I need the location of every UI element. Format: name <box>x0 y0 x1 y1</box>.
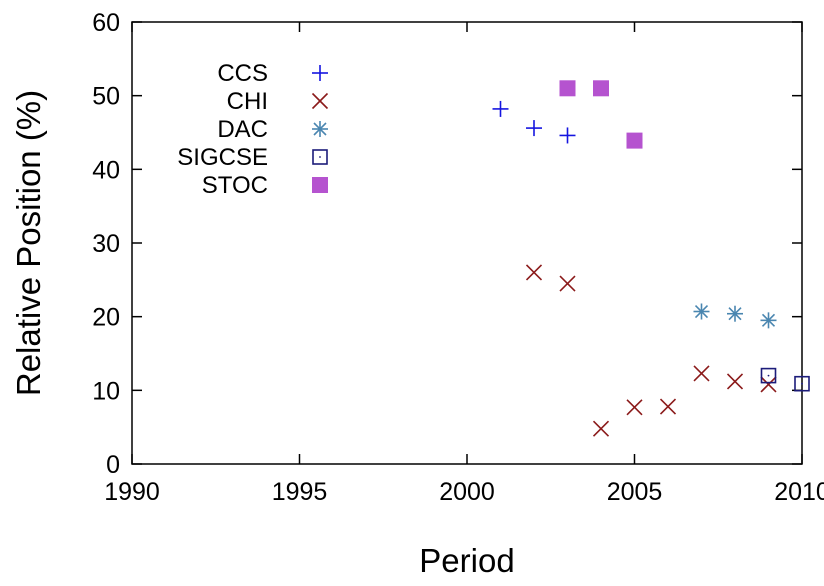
y-tick-label: 60 <box>92 9 120 37</box>
x-axis-ticks: 1990 1995 2000 2005 2010 <box>104 22 824 506</box>
legend-marker-ccs <box>312 65 328 81</box>
data-point-chi <box>760 376 777 393</box>
data-point-stoc <box>626 132 643 149</box>
data-series <box>492 80 810 437</box>
data-point-chi <box>659 398 677 415</box>
data-point-chi <box>525 264 543 281</box>
y-tick-label: 20 <box>92 304 120 332</box>
legend-label-chi: CHI <box>227 88 268 115</box>
data-point-stoc <box>593 80 609 97</box>
series-chi <box>525 264 777 437</box>
data-point-chi <box>693 365 710 382</box>
x-tick-label: 1995 <box>272 478 328 506</box>
x-tick-label: 2000 <box>439 478 495 506</box>
y-axis-ticks: 0 10 20 30 40 50 60 <box>92 9 802 479</box>
legend-marker-sigcse <box>312 149 328 165</box>
data-point-dac <box>760 312 777 329</box>
series-ccs <box>492 100 576 144</box>
y-tick-label: 50 <box>92 83 120 111</box>
series-sigcse <box>760 367 810 392</box>
legend-label-ccs: CCS <box>217 60 268 87</box>
x-tick-label: 1990 <box>104 478 160 506</box>
x-axis-label: Period <box>419 542 514 579</box>
y-tick-label: 30 <box>92 230 120 258</box>
data-point-chi <box>626 399 643 416</box>
data-point-dac <box>727 305 743 322</box>
legend-marker-chi <box>311 92 329 110</box>
data-point-ccs <box>526 120 542 137</box>
series-dac <box>693 303 777 329</box>
legend-marker-dac <box>312 121 328 137</box>
y-tick-label: 0 <box>106 451 120 479</box>
legend-marker-stoc <box>312 177 328 193</box>
data-point-sigcse <box>760 367 777 384</box>
y-tick-label: 10 <box>92 377 120 405</box>
data-point-sigcse <box>794 375 810 392</box>
data-point-dac <box>693 303 710 320</box>
data-point-ccs <box>559 127 576 144</box>
y-axis-label: Relative Position (%) <box>10 90 47 396</box>
x-tick-label: 2005 <box>607 478 663 506</box>
x-tick-label: 2010 <box>774 478 824 506</box>
data-point-chi <box>726 373 744 390</box>
series-stoc <box>559 80 643 149</box>
data-point-chi <box>592 420 610 437</box>
y-tick-label: 40 <box>92 156 120 184</box>
legend-label-stoc: STOC <box>202 172 268 199</box>
data-point-chi <box>559 275 576 292</box>
legend-label-sigcse: SIGCSE <box>177 144 268 171</box>
legend-label-dac: DAC <box>217 116 268 143</box>
data-point-ccs <box>492 100 509 117</box>
data-point-stoc <box>559 80 576 97</box>
